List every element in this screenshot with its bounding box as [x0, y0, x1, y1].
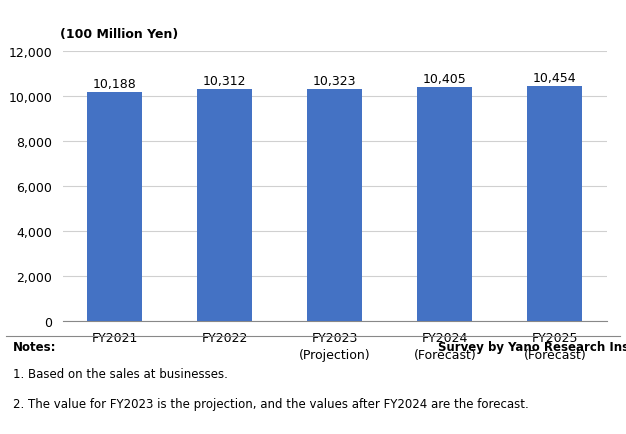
- Bar: [88, 93, 142, 321]
- Text: 10,405: 10,405: [423, 72, 467, 85]
- Text: 10,454: 10,454: [533, 72, 577, 85]
- Text: 10,312: 10,312: [203, 75, 247, 88]
- Text: 2. The value for FY2023 is the projection, and the values after FY2024 are the f: 2. The value for FY2023 is the projectio…: [13, 397, 528, 410]
- Text: (100 Million Yen): (100 Million Yen): [60, 28, 178, 41]
- Bar: [528, 87, 582, 321]
- Text: 1. Based on the sales at businesses.: 1. Based on the sales at businesses.: [13, 367, 227, 380]
- Bar: [307, 90, 362, 321]
- Text: 10,323: 10,323: [313, 75, 357, 87]
- Bar: [418, 88, 473, 321]
- Text: 10,188: 10,188: [93, 78, 136, 90]
- Text: Survey by Yano Research Institute: Survey by Yano Research Institute: [438, 341, 626, 354]
- Bar: [197, 90, 252, 321]
- Text: Notes:: Notes:: [13, 341, 56, 354]
